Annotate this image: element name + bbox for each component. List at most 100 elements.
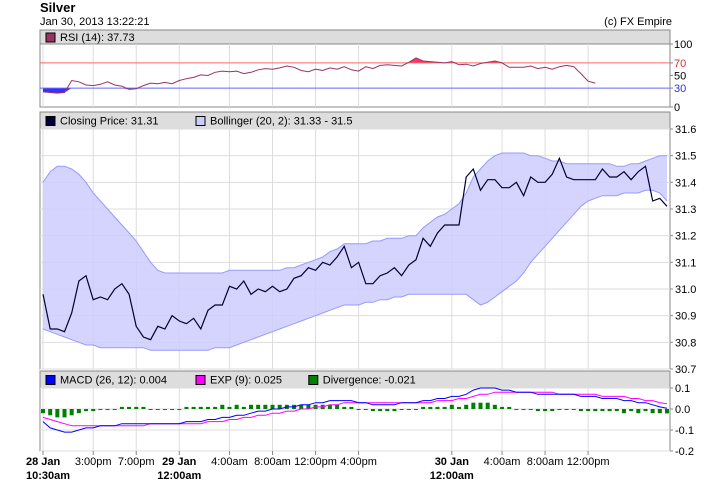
price-ytick-1: 31.5 [675,151,696,163]
x-label-9: 4:00am [484,456,521,468]
x-label-1: 3:00pm [75,456,112,468]
divergence-bar [614,409,619,412]
divergence-bar [607,409,612,412]
divergence-bar [600,409,605,412]
divergence-bar [227,406,232,409]
price-ytick-7: 30.9 [675,311,696,323]
x-label-7: 4:00pm [340,456,377,468]
divergence-bar [485,402,490,409]
divergence-bar [155,409,160,410]
divergence-bar [421,406,426,409]
rsi-ytick-1: 70 [674,58,686,70]
divergence-bar [162,409,167,410]
divergence-bar [457,406,461,409]
divergence-bar [657,409,662,414]
divergence-bar [535,409,540,412]
divergence-bar [571,409,576,410]
rsi-ytick-0: 100 [674,39,692,51]
divergence-bar [91,409,96,412]
divergence-bar [629,409,634,412]
divergence-bar [270,404,275,409]
divergence-bar [500,406,505,409]
divergence-bar [356,409,361,410]
rsi-line [42,57,596,94]
divergence-bar [413,409,418,410]
divergence-bar [363,409,368,410]
price-ytick-9: 30.7 [675,364,696,376]
divergence-bar [84,409,89,412]
x-label-8: 30 Jan [435,456,470,468]
divergence-bar [141,406,146,409]
divergence-bar [105,409,110,410]
divergence-bar [621,409,626,414]
divergence-bar [385,409,390,412]
x-label-2: 7:00pm [118,456,155,468]
divergence-bar [392,409,397,412]
divergence-bar [543,409,548,412]
divergence-bar [564,409,569,410]
divergence-bar [342,406,347,409]
divergence-bar [593,409,598,412]
macd-line [42,387,668,433]
legend-swatch-1-1 [195,116,206,126]
divergence-bar [550,409,555,412]
divergence-bar [335,404,340,409]
divergence-bar [127,406,132,409]
divergence-bar [69,409,74,416]
legend-label-1-1: Bollinger (20, 2): 31.33 - 31.5 [210,116,352,128]
divergence-bar [184,406,189,409]
divergence-bar [327,404,332,409]
rsi-ytick-4: 0 [674,102,680,114]
price-ytick-2: 31.4 [675,177,696,189]
divergence-bar [521,409,526,410]
divergence-bar [586,409,591,412]
panel-frame-1 [39,43,671,108]
divergence-bar [349,406,354,409]
x-label-5: 8:00am [254,456,291,468]
macd-ytick-2: -0.1 [675,425,694,437]
divergence-bar [492,404,497,409]
divergence-bar [191,406,196,409]
divergence-bar [464,404,469,409]
divergence-bar [306,404,311,409]
x-label-4: 4:00am [211,456,248,468]
x-label-6: 12:00pm [294,456,337,468]
legend-label-0-0: RSI (14): 37.73 [60,32,135,44]
divergence-bar [406,409,411,410]
price-ytick-6: 31.0 [675,284,696,296]
panel-frame-3 [39,387,671,452]
divergence-bar [299,404,304,409]
divergence-bar [98,409,103,410]
divergence-bar [119,406,124,409]
x-label-line2-0: 10:30am [26,470,70,482]
divergence-bar [636,409,641,414]
legend-swatch-2-1 [195,375,206,385]
divergence-bar [557,409,562,410]
divergence-bar [277,404,282,409]
divergence-bar [263,404,268,409]
macd-ytick-1: 0.0 [675,404,690,416]
divergence-bar [578,409,583,412]
divergence-bar [241,406,246,409]
divergence-bar [370,409,375,412]
divergence-bar [249,404,253,409]
legend-swatch-1-0 [45,116,56,126]
divergence-bar [471,402,476,409]
price-ytick-8: 30.8 [675,337,696,349]
bollinger-band [43,153,667,351]
price-ytick-5: 31.1 [675,257,696,269]
divergence-bar [507,406,512,409]
bollinger-lower-line [42,189,668,351]
legend-swatch-0-0 [45,32,56,43]
x-label-3: 29 Jan [162,456,197,468]
legend-swatch-2-0 [45,375,56,385]
divergence-bar [62,409,67,418]
divergence-bar [134,406,139,409]
divergence-bar [48,409,53,416]
price-ytick-0: 31.6 [675,124,696,136]
bollinger-upper-line [42,152,667,274]
divergence-bar [650,409,655,414]
rsi-ytick-3: 30 [674,83,686,95]
macd-ytick-3: -0.2 [675,446,694,458]
